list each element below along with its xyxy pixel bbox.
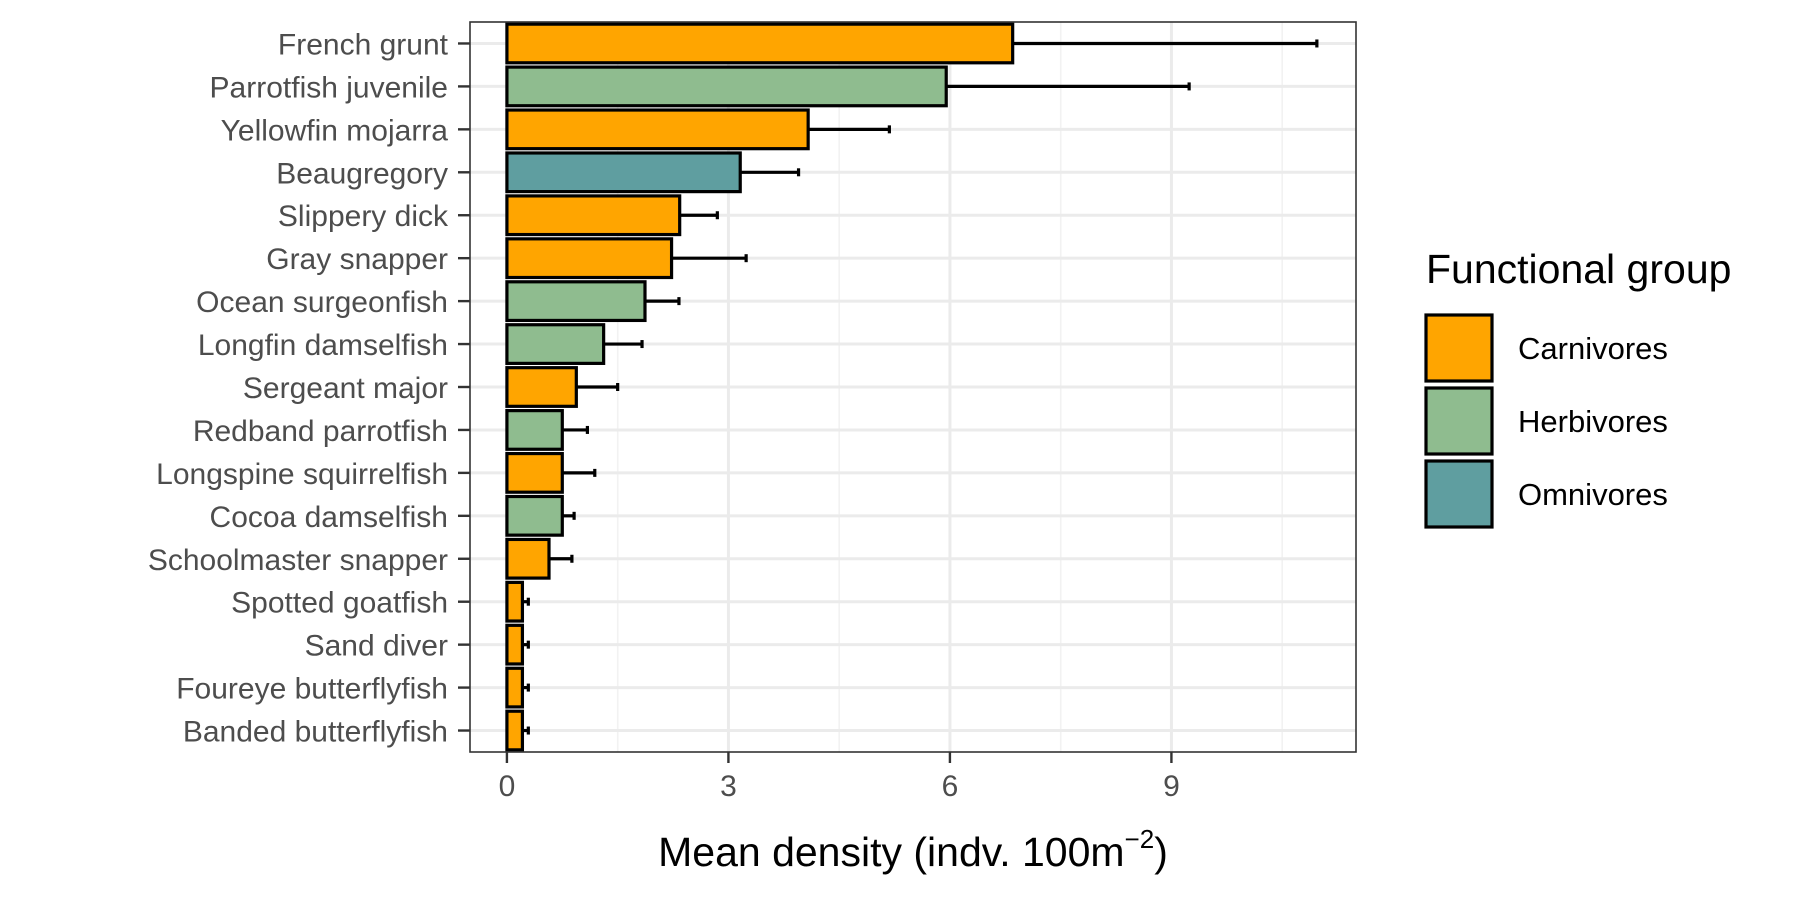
bar	[505, 22, 1015, 65]
y-tick-label: Redband parrotfish	[193, 415, 448, 448]
bar	[505, 151, 742, 194]
bar	[505, 623, 525, 666]
bar	[505, 237, 674, 280]
bar	[505, 65, 948, 108]
x-axis-title-superscript: −2	[1125, 824, 1155, 854]
legend-label: Carnivores	[1518, 331, 1668, 366]
legend: Functional group Carnivores Herbivores Omn…	[1424, 246, 1731, 529]
y-tick-label: Sergeant major	[243, 372, 448, 405]
y-tick-label: Yellowfin mojarra	[221, 114, 449, 147]
bar	[505, 194, 682, 237]
y-tick-label: Gray snapper	[266, 243, 448, 276]
y-tick-label: Foureye butterflyfish	[176, 673, 448, 706]
x-axis-title-main: Mean density (indv. 100m	[658, 829, 1124, 875]
bar	[505, 580, 525, 623]
x-tick-label: 9	[1163, 770, 1180, 803]
y-tick-label: Ocean surgeonfish	[196, 286, 448, 319]
legend-label: Herbivores	[1518, 404, 1668, 439]
y-tick-label: Parrotfish juvenile	[210, 71, 448, 104]
y-tick-label: Longspine squirrelfish	[156, 458, 448, 491]
legend-label: Omnivores	[1518, 477, 1668, 512]
bar	[505, 323, 606, 365]
x-axis-title-suffix: )	[1154, 829, 1168, 875]
bar	[505, 537, 551, 580]
y-tick-label: Sand diver	[305, 630, 448, 663]
x-tick-label: 0	[499, 770, 516, 803]
y-tick-label: Spotted goatfish	[231, 587, 448, 620]
legend-swatch	[1424, 459, 1494, 529]
y-tick-label: Cocoa damselfish	[210, 501, 448, 534]
y-tick-label: Banded butterflyfish	[183, 716, 448, 749]
x-tick-label: 6	[942, 770, 959, 803]
legend-title: Functional group	[1426, 246, 1731, 292]
y-tick-label: Beaugregory	[276, 157, 448, 190]
bar	[505, 280, 647, 323]
bar	[505, 366, 578, 408]
bar	[505, 494, 564, 537]
legend-swatch	[1424, 386, 1494, 456]
legend-swatch	[1424, 313, 1494, 383]
x-tick-label: 3	[720, 770, 737, 803]
bar	[505, 409, 564, 451]
y-tick-label: Schoolmaster snapper	[148, 544, 448, 577]
bar	[505, 709, 525, 752]
bar	[505, 666, 525, 709]
bar	[505, 108, 810, 151]
legend-items: Carnivores Herbivores Omnivores	[1424, 313, 1668, 529]
x-axis: 0 3 6 9	[499, 752, 1180, 803]
error-bars	[522, 39, 1319, 735]
y-axis: French grunt Parrotfish juvenile Yellowfin…	[148, 28, 470, 749]
y-tick-label: Longfin damselfish	[198, 329, 448, 362]
x-axis-title: Mean density (indv. 100m−2)	[658, 824, 1168, 875]
y-tick-label: Slippery dick	[278, 200, 449, 233]
bar	[505, 451, 564, 494]
y-tick-label: French grunt	[278, 28, 449, 61]
